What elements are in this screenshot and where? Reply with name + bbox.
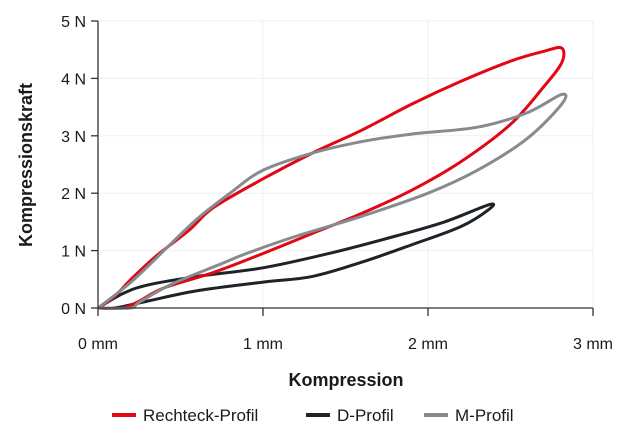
series-line-m-profil [97,92,568,310]
series-group [97,45,568,311]
series-line-rechteck-profil [97,45,566,311]
axes: 0 mm 1 mm 2 mm 3 mm 0 N 1 N 2 N 3 N 4 N 5 N [61,14,613,353]
y-axis-label: Kompressionskraft [16,83,36,247]
y-tick-label: 3 N [61,129,86,146]
x-tick-label: 1 mm [243,336,283,353]
y-tick-label: 2 N [61,186,86,203]
y-tick-label: 0 N [61,301,86,318]
x-axis-label: Kompression [288,370,403,390]
x-tick-label: 2 mm [408,336,448,353]
y-tick-label: 4 N [61,71,86,88]
legend: Rechteck-Profil D-Profil M-Profil [112,406,514,425]
grid [98,20,594,308]
legend-label: Rechteck-Profil [143,406,258,425]
x-tick-label: 0 mm [78,336,118,353]
y-tick-label: 5 N [61,14,86,31]
legend-label: M-Profil [455,406,514,425]
y-tick-label: 1 N [61,244,86,261]
legend-label: D-Profil [337,406,394,425]
x-tick-label: 3 mm [573,336,613,353]
